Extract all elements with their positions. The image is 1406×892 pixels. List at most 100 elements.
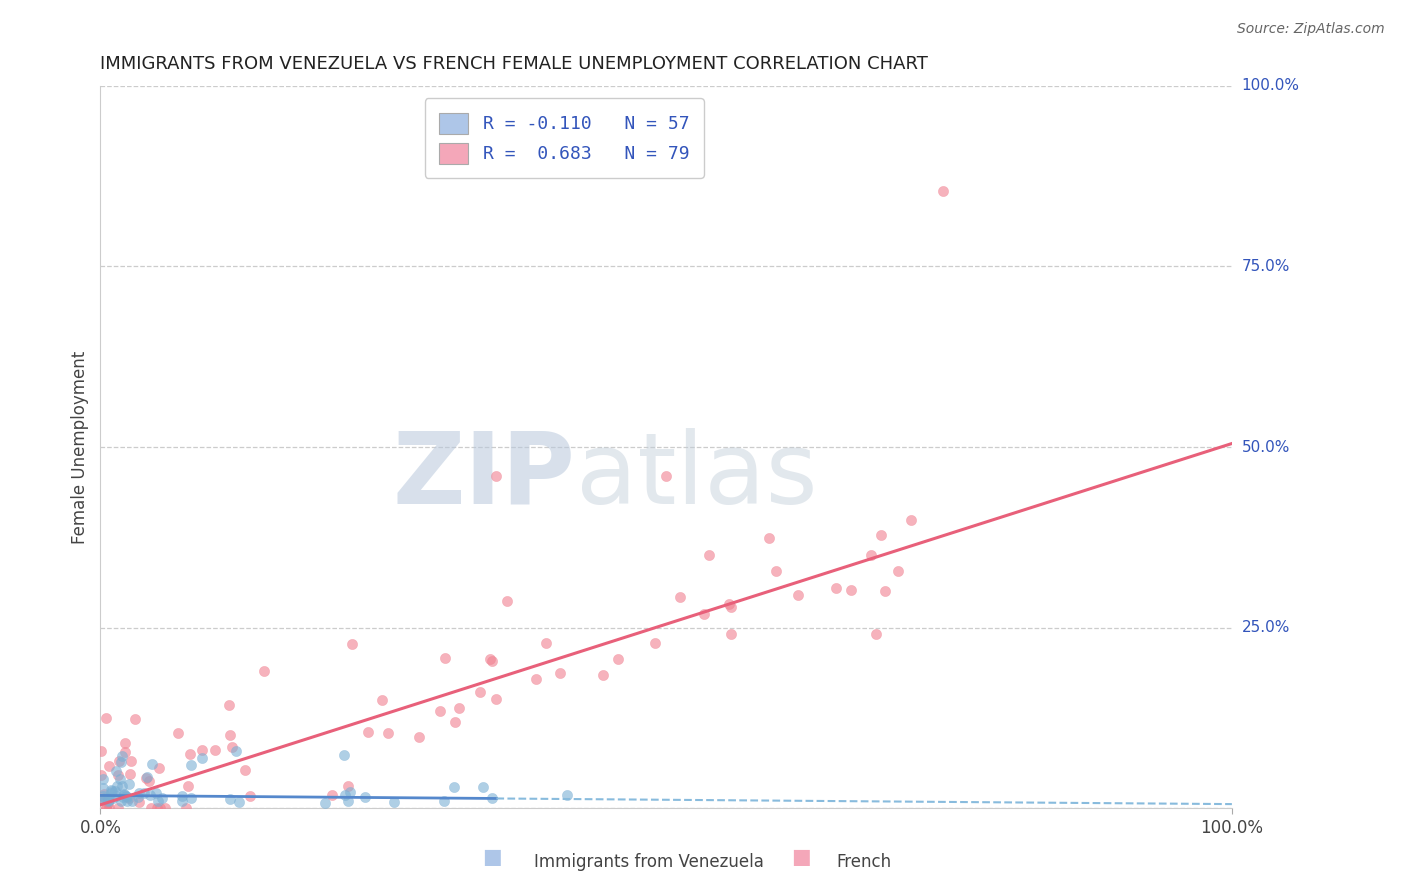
Point <box>107 768 129 782</box>
Point <box>314 796 336 810</box>
Point <box>434 651 457 665</box>
Point <box>127 789 149 804</box>
Text: Immigrants from Venezuela: Immigrants from Venezuela <box>534 854 763 871</box>
Point <box>104 764 127 778</box>
Point <box>135 771 157 785</box>
Point <box>191 751 214 765</box>
Point <box>548 665 571 680</box>
Point <box>120 754 142 768</box>
Point <box>149 801 172 815</box>
Point <box>644 636 666 650</box>
Point <box>382 795 405 809</box>
Point <box>117 790 139 805</box>
Point <box>150 790 173 805</box>
Point <box>342 637 364 651</box>
Point <box>115 794 138 808</box>
Point <box>408 730 430 744</box>
Y-axis label: Female Unemployment: Female Unemployment <box>72 351 89 544</box>
Text: ■: ■ <box>482 847 502 867</box>
Point <box>655 469 678 483</box>
Point <box>470 684 492 698</box>
Point <box>170 789 193 803</box>
Point <box>825 581 848 595</box>
Point <box>94 801 117 815</box>
Text: 100.0%: 100.0% <box>1241 78 1299 94</box>
Point <box>139 789 162 803</box>
Point <box>233 763 256 777</box>
Point <box>433 794 456 808</box>
Point <box>377 726 399 740</box>
Point <box>90 792 112 806</box>
Point <box>478 651 501 665</box>
Point <box>136 770 159 784</box>
Point <box>138 773 160 788</box>
Point <box>146 801 169 815</box>
Point <box>253 664 276 678</box>
Point <box>865 626 887 640</box>
Point <box>98 793 121 807</box>
Text: 75.0%: 75.0% <box>1241 259 1289 274</box>
Point <box>90 791 112 805</box>
Point <box>720 599 742 614</box>
Point <box>219 792 242 806</box>
Point <box>107 801 129 815</box>
Point <box>176 801 198 815</box>
Point <box>179 747 201 761</box>
Point <box>166 726 188 740</box>
Point <box>481 790 503 805</box>
Point <box>765 564 787 578</box>
Point <box>357 725 380 739</box>
Point <box>124 712 146 726</box>
Point <box>90 767 112 781</box>
Point <box>101 791 124 805</box>
Point <box>697 548 720 562</box>
Point <box>219 728 242 742</box>
Point <box>758 531 780 545</box>
Point <box>114 737 136 751</box>
Text: 25.0%: 25.0% <box>1241 620 1289 635</box>
Point <box>97 794 120 808</box>
Point <box>177 780 200 794</box>
Point <box>93 787 115 801</box>
Point <box>692 607 714 622</box>
Point <box>225 744 247 758</box>
Point <box>145 786 167 800</box>
Point <box>98 801 121 815</box>
Point <box>128 786 150 800</box>
Point <box>668 591 690 605</box>
Point <box>108 754 131 768</box>
Point <box>101 784 124 798</box>
Point <box>859 548 882 562</box>
Point <box>91 772 114 786</box>
Point <box>353 789 375 804</box>
Point <box>170 794 193 808</box>
Point <box>204 743 226 757</box>
Point <box>471 780 494 795</box>
Text: IMMIGRANTS FROM VENEZUELA VS FRENCH FEMALE UNEMPLOYMENT CORRELATION CHART: IMMIGRANTS FROM VENEZUELA VS FRENCH FEMA… <box>100 55 928 73</box>
Point <box>91 789 114 803</box>
Text: ■: ■ <box>792 847 811 867</box>
Point <box>139 801 162 815</box>
Point <box>180 790 202 805</box>
Point <box>481 654 503 668</box>
Point <box>108 772 131 787</box>
Point <box>485 692 508 706</box>
Point <box>239 789 262 803</box>
Point <box>114 745 136 759</box>
Point <box>218 698 240 712</box>
Point <box>336 779 359 793</box>
Point <box>146 793 169 807</box>
Point <box>180 758 202 772</box>
Point <box>148 761 170 775</box>
Point <box>111 779 134 793</box>
Point <box>112 789 135 803</box>
Text: Source: ZipAtlas.com: Source: ZipAtlas.com <box>1237 22 1385 37</box>
Point <box>191 743 214 757</box>
Point <box>534 636 557 650</box>
Point <box>592 667 614 681</box>
Point <box>117 790 139 805</box>
Point <box>110 755 132 769</box>
Point <box>321 788 343 802</box>
Point <box>444 715 467 730</box>
Point <box>429 704 451 718</box>
